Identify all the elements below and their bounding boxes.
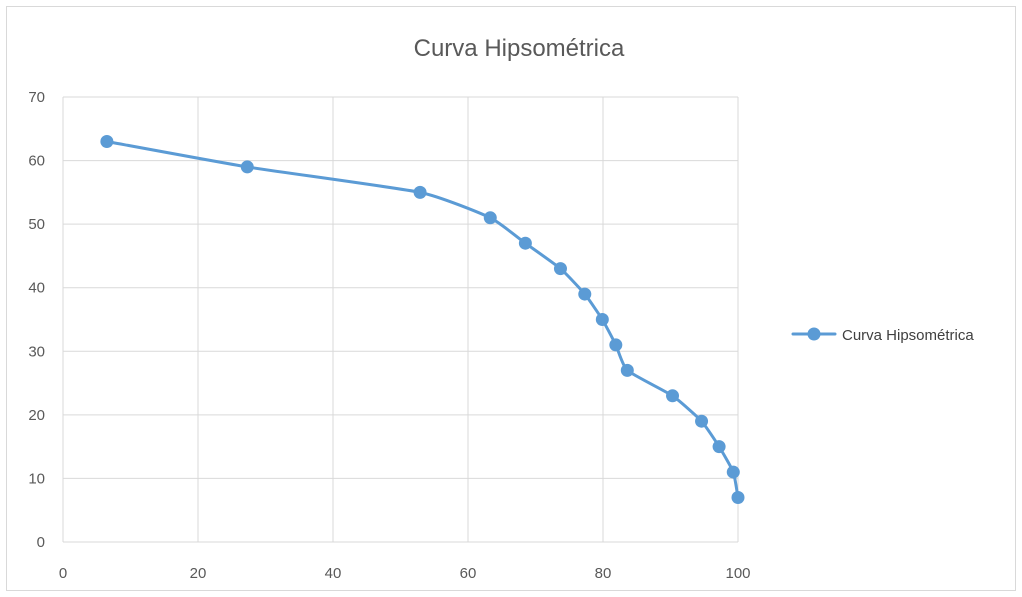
data-point: [695, 414, 709, 428]
chart-title: Curva Hipsométrica: [414, 35, 625, 62]
y-tick-label: 70: [28, 89, 45, 106]
legend-marker: [807, 327, 821, 341]
data-point: [666, 389, 680, 403]
y-tick-label: 60: [28, 153, 45, 170]
gridlines: [62, 96, 739, 543]
data-point: [620, 363, 634, 377]
y-tick-label: 20: [28, 407, 45, 424]
chart-frame: [6, 6, 1016, 591]
x-tick-label: 20: [190, 565, 207, 582]
data-point: [553, 262, 567, 276]
data-point: [609, 338, 623, 352]
y-tick-label: 0: [37, 534, 45, 551]
y-tick-label: 50: [28, 216, 45, 233]
data-point: [731, 491, 745, 504]
x-tick-label: 0: [59, 565, 67, 582]
x-tick-label: 60: [460, 565, 477, 582]
data-point: [726, 465, 740, 479]
x-tick-labels: 0 20 40 60 80 100: [59, 565, 751, 582]
data-point: [100, 135, 114, 148]
x-tick-label: 100: [725, 565, 750, 582]
series-line: [106, 140, 740, 498]
y-tick-label: 40: [28, 280, 45, 297]
x-tick-label: 40: [325, 565, 342, 582]
data-point: [413, 185, 427, 199]
data-point: [595, 313, 609, 326]
legend-label: Curva Hipsométrica: [842, 327, 974, 344]
data-point: [240, 160, 254, 174]
data-point: [712, 440, 726, 454]
y-tick-labels: 0 10 20 30 40 50 60 70: [28, 89, 45, 551]
x-tick-label: 80: [595, 565, 612, 582]
data-point: [483, 211, 497, 225]
data-point: [578, 287, 592, 301]
legend: Curva Hipsométrica: [791, 327, 974, 344]
y-tick-label: 10: [28, 470, 45, 487]
y-tick-label: 30: [28, 343, 45, 360]
data-point: [518, 236, 532, 250]
series-curva-hipsometrica: [100, 135, 745, 504]
